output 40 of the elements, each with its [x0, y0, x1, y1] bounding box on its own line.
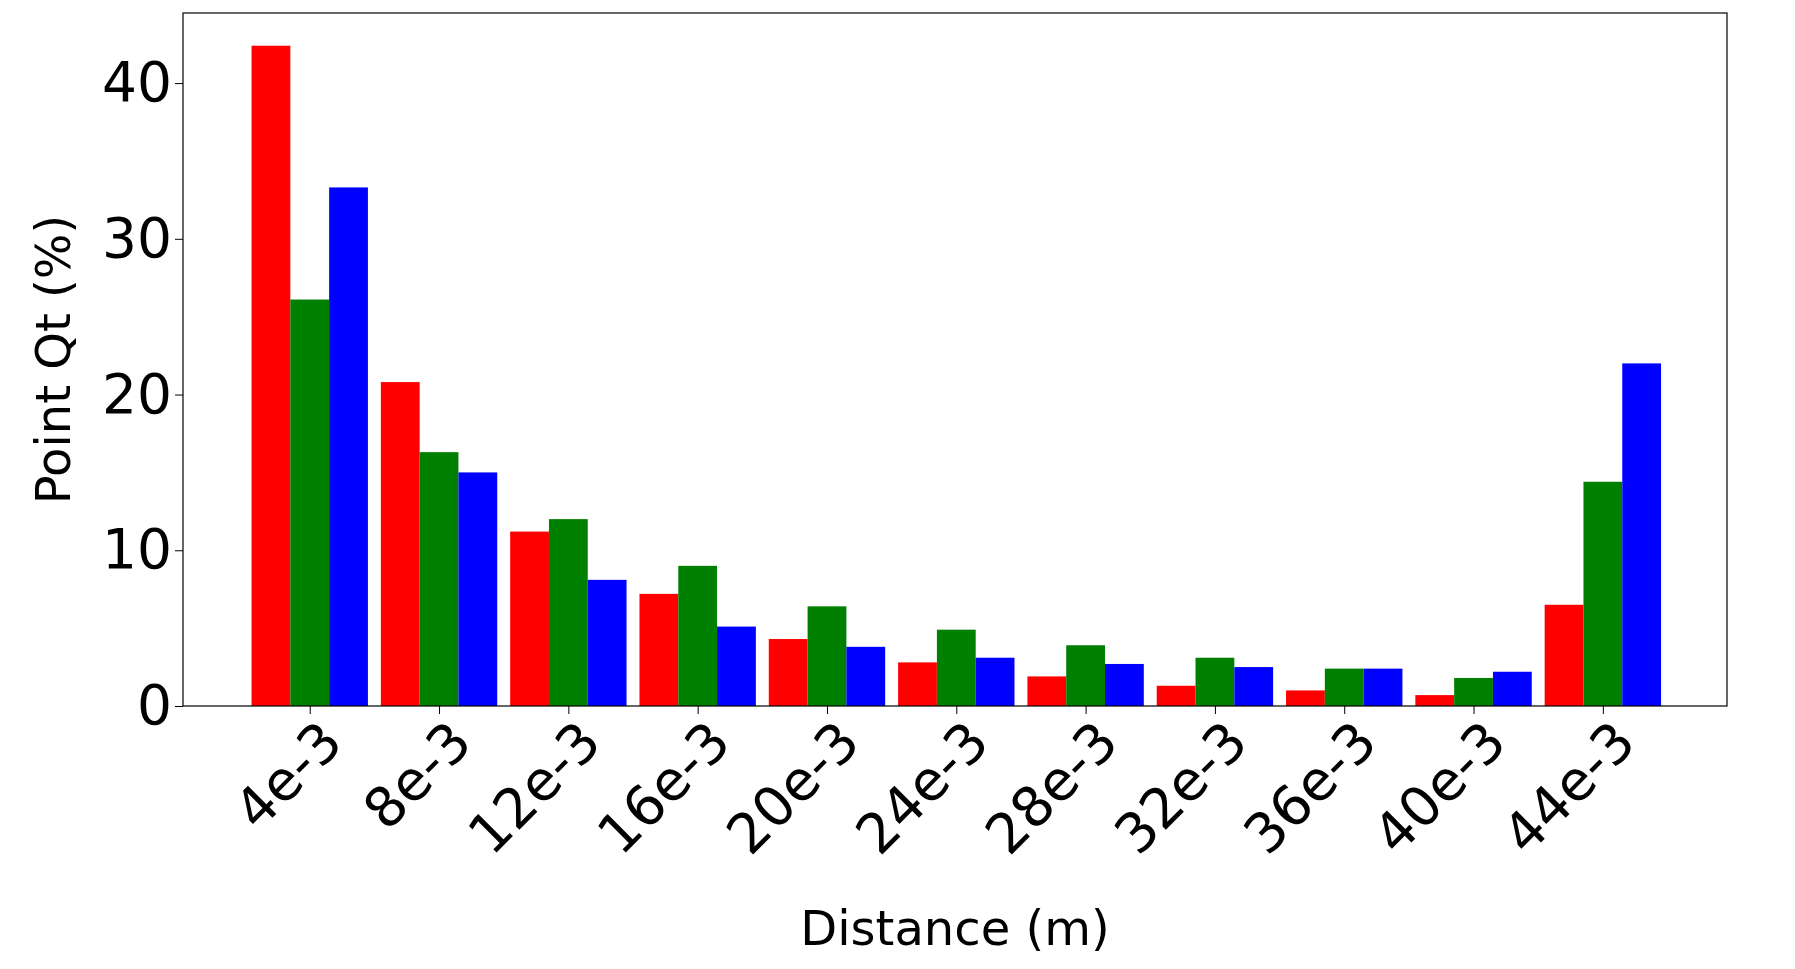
bar: [1195, 657, 1235, 706]
x-axis-title: Distance (m): [800, 900, 1110, 956]
bar: [639, 593, 679, 706]
bar: [898, 662, 937, 706]
bar: [251, 45, 291, 706]
bar: [1234, 667, 1274, 706]
bar: [290, 299, 330, 706]
y-tick-label: 30: [102, 205, 172, 270]
bar: [1622, 363, 1662, 706]
y-tick-label: 10: [102, 517, 172, 582]
bar: [717, 626, 756, 706]
bar: [975, 657, 1015, 706]
y-tick-label: 40: [102, 50, 172, 115]
bar: [678, 565, 718, 706]
bar: [1544, 604, 1584, 706]
bar: [380, 382, 420, 706]
bar: [807, 606, 847, 706]
bar: [1583, 481, 1623, 706]
bar: [1105, 663, 1144, 706]
bar: [419, 452, 459, 706]
bar: [1066, 645, 1105, 706]
bar: [846, 646, 886, 706]
bar: [329, 187, 368, 706]
bar: [1363, 668, 1403, 706]
bar: [1324, 668, 1364, 706]
bar: [587, 579, 627, 706]
y-tick-label: 0: [137, 673, 172, 738]
bar: [1027, 676, 1067, 706]
bar: [510, 531, 549, 706]
bar: [1492, 671, 1532, 706]
bar: [1454, 677, 1493, 706]
bar: [458, 472, 498, 706]
bar: [548, 519, 588, 706]
y-tick-label: 20: [102, 361, 172, 426]
bar: [1286, 690, 1325, 706]
bar: [768, 639, 808, 706]
bar: [1415, 695, 1455, 706]
bar: [936, 629, 976, 706]
bar: [1156, 685, 1196, 706]
y-axis-title: Point Qt (%): [25, 214, 81, 505]
